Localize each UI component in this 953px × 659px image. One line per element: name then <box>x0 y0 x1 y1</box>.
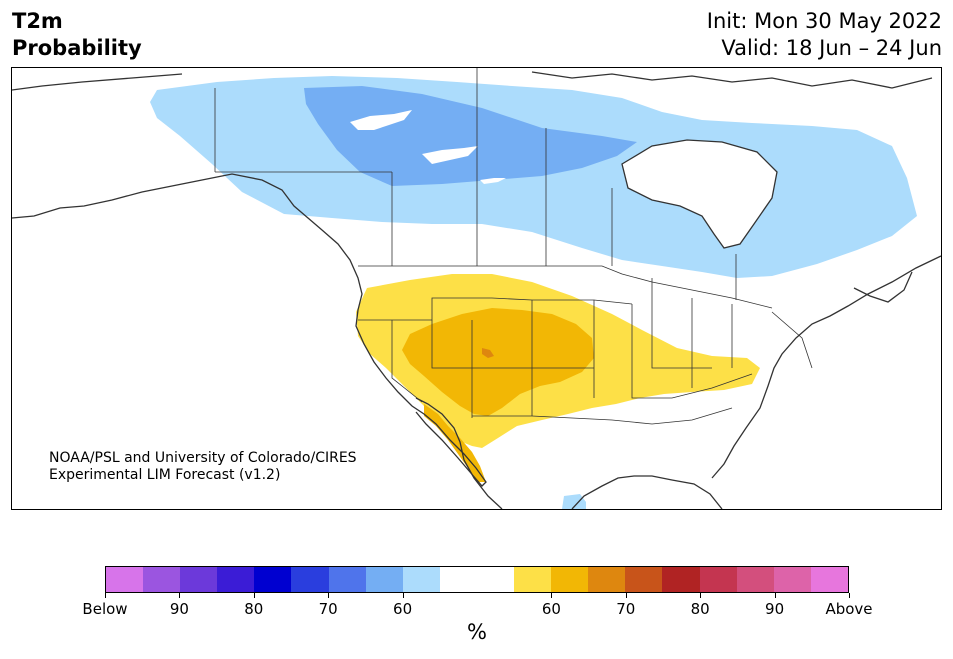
title-variable: T2m <box>12 9 63 33</box>
colorbar-cell <box>180 567 218 592</box>
colorbar-tick <box>550 593 552 598</box>
colorbar-cell <box>699 567 737 592</box>
credit-line-1: NOAA/PSL and University of Colorado/CIRE… <box>49 450 357 466</box>
colorbar-cell <box>476 567 515 592</box>
colorbar-tick <box>402 593 404 598</box>
colorbar-cell <box>810 567 848 592</box>
gulf-cold-patch <box>562 494 586 509</box>
colorbar-tick-label: 90 <box>169 600 189 618</box>
warm-80-spot <box>482 348 494 358</box>
colorbar-tick-label: 70 <box>616 600 636 618</box>
colorbar-tick <box>699 593 701 598</box>
colorbar-tick <box>848 593 850 598</box>
credit-text: NOAA/PSL and University of Colorado/CIRE… <box>49 450 357 484</box>
colorbar-tick <box>327 593 329 598</box>
warm-70-region <box>402 308 594 416</box>
colorbar-tick <box>253 593 255 598</box>
coastlines <box>12 71 941 509</box>
colorbar-cell <box>402 567 440 592</box>
cold-60-region <box>150 76 917 278</box>
colorbar-tick-label: 60 <box>541 600 561 618</box>
colorbar-tick-label: 80 <box>690 600 710 618</box>
forecast-dates: Init: Mon 30 May 2022 Valid: 18 Jun – 24… <box>707 8 942 62</box>
colorbar-cell <box>439 567 477 592</box>
colorbar-cell <box>736 567 774 592</box>
lake-athabasca <box>480 178 506 184</box>
colorbar-cell <box>106 567 144 592</box>
borders <box>214 68 813 425</box>
init-date: Init: Mon 30 May 2022 <box>706 9 942 33</box>
valid-range: Valid: 18 Jun – 24 Jun <box>721 36 942 60</box>
colorbar-cell <box>773 567 811 592</box>
colorbar-tick-label: Below <box>82 600 128 618</box>
colorbar-cell <box>662 567 700 592</box>
colorbar-cell <box>551 567 589 592</box>
colorbar-cell <box>217 567 255 592</box>
map-title: T2m Probability <box>12 8 142 62</box>
great-slave-lake <box>422 146 478 164</box>
colorbar-unit: % <box>467 620 487 644</box>
title-type: Probability <box>12 36 142 60</box>
colorbar-cell <box>143 567 181 592</box>
cold-70-region <box>304 86 637 186</box>
colorbar <box>105 566 849 593</box>
colorbar-cell <box>588 567 626 592</box>
colorbar-tick-label: Above <box>825 600 873 618</box>
credit-line-2: Experimental LIM Forecast (v1.2) <box>49 467 281 483</box>
colorbar-tick <box>625 593 627 598</box>
colorbar-tick-label: 60 <box>393 600 413 618</box>
colorbar-tick <box>774 593 776 598</box>
map-canvas <box>12 68 941 509</box>
colorbar-tick-label: 90 <box>765 600 785 618</box>
forecast-map <box>11 67 942 510</box>
colorbar-cell <box>514 567 552 592</box>
great-bear-lake <box>350 110 412 130</box>
colorbar-cell <box>291 567 329 592</box>
colorbar-cell <box>365 567 403 592</box>
colorbar-cell <box>328 567 366 592</box>
colorbar-cell <box>254 567 292 592</box>
colorbar-tick <box>178 593 180 598</box>
colorbar-cell <box>625 567 663 592</box>
colorbar-tick-label: 80 <box>244 600 264 618</box>
colorbar-tick <box>104 593 106 598</box>
hudson-bay <box>621 139 778 249</box>
colorbar-tick-label: 70 <box>318 600 338 618</box>
